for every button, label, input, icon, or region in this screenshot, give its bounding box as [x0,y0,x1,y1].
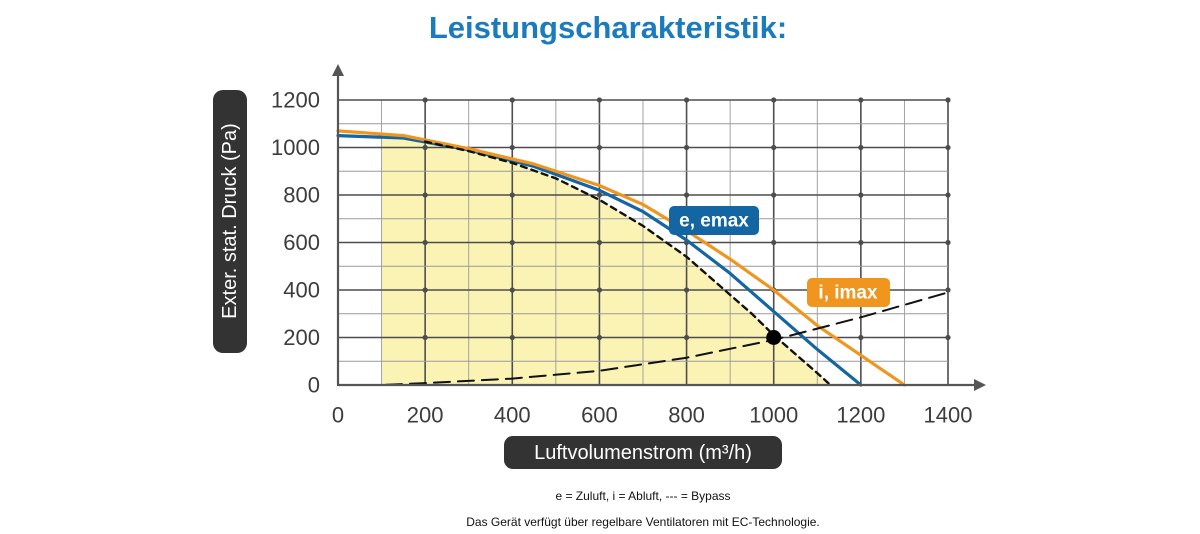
grid-node [596,192,603,198]
grid-node [683,144,690,151]
grid-node [596,239,603,246]
grid-node [945,334,951,341]
grid-node [858,334,864,341]
grid-node [596,287,603,293]
series-i-imax-label: i, imax [818,283,878,304]
grid-node [422,97,428,103]
grid-node [945,97,951,103]
operating-point [766,330,782,345]
grid-node [509,144,515,151]
grid [338,97,951,385]
x-tick-label: 1400 [924,403,973,428]
grid-node [945,239,951,246]
x-axis-arrow [974,379,986,391]
grid-node [683,192,690,198]
grid-node [858,144,864,151]
x-axis-label-pill: Luftvolumenstrom (m³/h) [504,436,782,469]
y-tick-label: 400 [283,278,320,303]
series-label-i-imax: i, imax [807,278,890,307]
x-tick-label: 600 [581,403,618,428]
footnote: Das Gerät verfügt über regelbare Ventila… [466,515,820,529]
grid-node [422,334,428,341]
y-tick-label: 600 [283,230,320,255]
y-axis-arrow [332,64,344,76]
grid-node [422,239,428,246]
grid-node [945,192,951,198]
grid-node [858,97,864,103]
grid-node [771,144,777,151]
x-tick-label: 1200 [836,403,885,428]
series-bypass-line [423,140,832,387]
grid-node [945,144,951,151]
grid-node [858,239,864,246]
y-axis-label: Exter. stat. Druck (Pa) [219,123,241,319]
grid-node [509,334,515,341]
grid-node [422,287,428,293]
grid-node [422,192,428,198]
grid-node [509,239,515,246]
x-axis-label: Luftvolumenstrom (m³/h) [534,442,752,464]
operating-range-area [381,136,831,385]
grid-node [509,97,515,103]
grid-node [422,144,428,151]
x-tick-label: 0 [332,403,344,428]
tick-labels: 0 200 400 600 800 1000 1200 0 200 400 600 800 1000 12… [271,88,972,428]
y-tick-label: 1200 [271,88,320,113]
grid-node [771,239,777,246]
axes [332,64,986,391]
series-i-imax-line [336,129,907,387]
y-tick-label: 800 [283,183,320,208]
series-label-e-emax: e, emax [669,206,759,235]
grid-node [771,192,777,198]
y-axis-label-pill: Exter. stat. Druck (Pa) [213,90,247,353]
grid-node [683,334,690,341]
grid-node [596,144,603,151]
grid-node [596,334,603,341]
y-tick-label: 1000 [271,135,320,160]
grid-node [683,97,690,103]
grid-node [858,192,864,198]
legend-note: e = Zuluft, i = Abluft, --- = Bypass [555,489,730,503]
series-e-emax-label: e, emax [679,211,749,232]
y-tick-label: 0 [308,373,320,398]
grid-node [683,287,690,293]
grid-node [596,97,603,103]
x-tick-label: 1000 [749,403,798,428]
grid-node [509,287,515,293]
chart-title: Leistungscharakteristik: [429,10,787,45]
grid-node [945,287,951,293]
y-tick-label: 200 [283,325,320,350]
x-tick-label: 200 [407,403,444,428]
operating-range-layer [381,136,831,385]
grid-node [771,97,777,103]
x-tick-label: 400 [494,403,531,428]
x-tick-label: 800 [668,403,705,428]
grid-node [509,192,515,198]
